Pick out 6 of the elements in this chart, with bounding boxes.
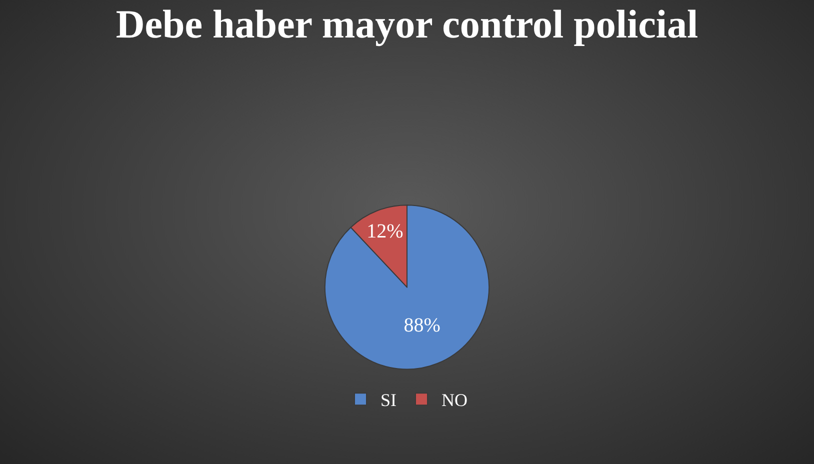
pie-slice (324, 204, 490, 370)
data-label: 12% (366, 220, 404, 242)
legend-label: NO (442, 390, 468, 410)
data-label: 88% (404, 314, 440, 336)
chart-title: Debe haber mayor control policial (116, 1, 698, 46)
legend-label: SI (380, 390, 397, 410)
